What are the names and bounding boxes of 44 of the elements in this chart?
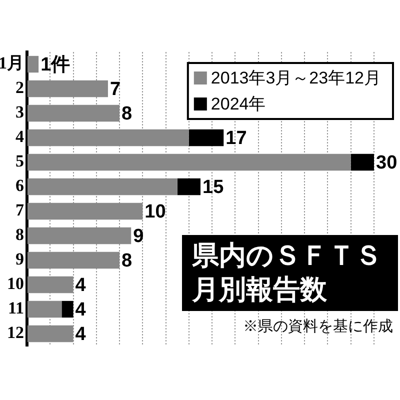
y-tick-label: 10 bbox=[7, 274, 24, 294]
data-label: 4 bbox=[75, 274, 86, 296]
y-tick-label: 5 bbox=[16, 152, 24, 171]
data-label: 8 bbox=[122, 250, 132, 272]
y-tick-label: 7 bbox=[16, 200, 24, 220]
y-tick-label: 8 bbox=[16, 225, 24, 244]
data-label: 4 bbox=[75, 324, 86, 345]
bar bbox=[28, 276, 74, 294]
data-label: 9 bbox=[133, 226, 144, 247]
y-tick-label: 11 bbox=[8, 298, 24, 318]
bar bbox=[28, 325, 74, 342]
bar bbox=[28, 129, 189, 146]
bar bbox=[28, 56, 39, 73]
y-tick-label: 4 bbox=[16, 127, 24, 146]
bar bbox=[28, 300, 62, 318]
data-label: 10 bbox=[144, 201, 166, 222]
legend-label: 2024年 bbox=[210, 94, 266, 114]
data-label: 7 bbox=[110, 78, 121, 100]
data-label: 1件 bbox=[40, 54, 70, 76]
y-tick-label: 2 bbox=[16, 78, 24, 98]
bar bbox=[28, 178, 178, 196]
bar bbox=[177, 178, 200, 196]
y-tick-label: 12 bbox=[7, 323, 24, 342]
bar bbox=[28, 252, 120, 269]
total-label: 15 bbox=[202, 176, 224, 198]
bar bbox=[62, 300, 74, 318]
bar bbox=[28, 227, 132, 244]
bar bbox=[28, 202, 143, 220]
bar bbox=[188, 129, 224, 146]
total-label: 17 bbox=[226, 128, 247, 149]
y-tick-label: 9 bbox=[16, 250, 24, 269]
total-label: 4 bbox=[75, 299, 86, 320]
bar bbox=[28, 154, 351, 171]
y-tick-label: 3 bbox=[16, 102, 24, 122]
annotation: ※県の資料を基に作成 bbox=[243, 318, 393, 336]
total-label: 30 bbox=[376, 152, 398, 174]
legend-label: 2013年3月～23年12月 bbox=[210, 68, 381, 88]
bar bbox=[28, 104, 120, 122]
text: 県内のＳＦＴＳ月別報告数 bbox=[191, 240, 382, 304]
bar bbox=[28, 80, 108, 98]
y-tick-label: 1月 bbox=[0, 54, 24, 73]
y-tick-label: 6 bbox=[16, 176, 24, 196]
bar bbox=[350, 154, 374, 171]
data-label: 8 bbox=[122, 103, 132, 124]
